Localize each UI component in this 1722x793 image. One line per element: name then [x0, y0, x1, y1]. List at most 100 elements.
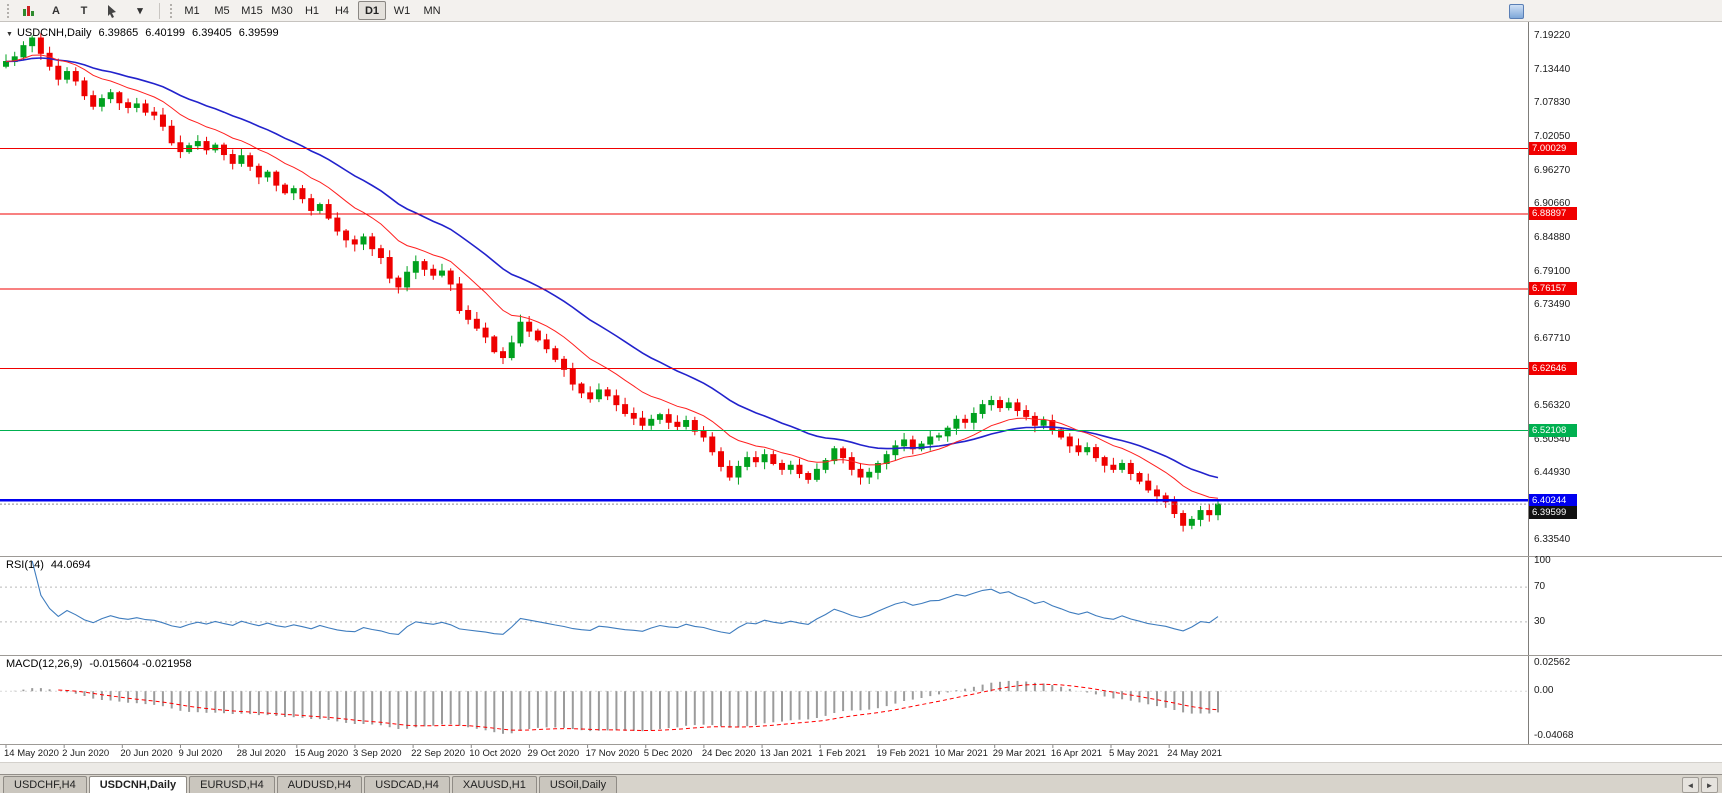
rsi-header: RSI(14) 44.0694 — [6, 559, 91, 571]
bar-chart-icon-glyph — [23, 5, 34, 16]
chart-tab-audusd-h4[interactable]: AUDUSD,H4 — [276, 776, 363, 793]
date-label: 2 Jun 2020 — [62, 748, 110, 759]
toolbar: A T ▾ M1 M5 M15 M30 H1 H4 D1 W1 MN — [0, 0, 1722, 22]
price-tick-label: 7.02050 — [1534, 130, 1571, 142]
price-tick-label: 6.96270 — [1534, 164, 1571, 176]
date-label: 22 Sep 2020 — [411, 748, 465, 759]
date-label: 20 Jun 2020 — [120, 748, 173, 759]
date-label: 5 May 2021 — [1109, 748, 1159, 759]
ma-slow-line — [5, 57, 1219, 479]
horizontal-lines[interactable] — [0, 148, 1528, 505]
timeframe-d1-button[interactable]: D1 — [358, 1, 386, 20]
tool-buttons-group: A T ▾ — [14, 1, 154, 21]
rsi-line — [31, 560, 1219, 635]
macd-values: -0.015604 -0.021958 — [89, 658, 192, 670]
rsi-indicator — [0, 560, 1528, 635]
quote-low: 6.39405 — [192, 27, 232, 39]
date-label: 14 May 2020 — [4, 748, 59, 759]
cursor-tool-button[interactable] — [98, 1, 126, 21]
bar-chart-icon[interactable] — [14, 1, 42, 21]
timeframe-m30-button[interactable]: M30 — [271, 4, 293, 17]
chart-tab-eurusd-h4[interactable]: EURUSD,H4 — [189, 776, 275, 793]
rsi-label: RSI(14) — [6, 559, 44, 571]
date-label: 9 Jul 2020 — [178, 748, 223, 759]
chart-tab-usdchf-h4[interactable]: USDCHF,H4 — [3, 776, 87, 793]
moving-averages — [5, 54, 1219, 499]
chart-title: USDCNH,Daily — [16, 27, 92, 39]
chart-tab-bar: USDCHF,H4 USDCNH,Daily EURUSD,H4 AUDUSD,H4 U… — [0, 774, 1722, 793]
macd-label: MACD(12,26,9) — [6, 658, 83, 670]
timeframe-m1-button[interactable]: M1 — [184, 4, 200, 17]
date-label: 24 Dec 2020 — [701, 748, 756, 759]
date-label: 29 Oct 2020 — [527, 748, 580, 759]
date-label: 10 Oct 2020 — [469, 748, 522, 759]
timeframe-h1-button[interactable]: H1 — [304, 4, 320, 17]
rsi-axis-label: 30 — [1534, 615, 1546, 627]
price-tick-label: 6.50540 — [1534, 433, 1571, 445]
chart-tab-xauusd-h1[interactable]: XAUUSD,H1 — [451, 776, 537, 793]
quote-close: 6.39599 — [238, 27, 279, 39]
macd-signal-line — [58, 683, 1219, 731]
quote-open: 6.39865 — [98, 27, 139, 39]
chart-tab-usoil-daily[interactable]: USOil,Daily — [538, 776, 618, 793]
candlesticks — [3, 33, 1221, 532]
tab-scroll-buttons: ◄ ► — [1682, 777, 1718, 793]
cursor-icon-glyph — [108, 4, 116, 18]
timeframe-h4-button[interactable]: H4 — [334, 4, 350, 17]
tab-scroll-right-button[interactable]: ► — [1701, 777, 1718, 793]
timeframes-drag-handle[interactable] — [170, 3, 172, 18]
macd-axis-label: 0.00 — [1534, 685, 1554, 697]
bid-price-box: 6.39599 — [1529, 506, 1577, 520]
macd-header: MACD(12,26,9) -0.015604 -0.021958 — [6, 658, 192, 670]
drawing-tools-dropdown[interactable]: ▾ — [137, 5, 143, 17]
date-label: 5 Dec 2020 — [643, 748, 693, 759]
chart-header: ▼ USDCNH,Daily 6.39865 6.40199 6.39405 6.3959… — [6, 27, 279, 39]
macd-indicator — [0, 680, 1528, 734]
quote-high: 6.40199 — [145, 27, 186, 39]
price-tick-label: 6.44930 — [1534, 466, 1571, 478]
date-label: 10 Mar 2021 — [934, 748, 988, 759]
level-price-box: 7.00029 — [1529, 141, 1577, 155]
rsi-axis-label: 70 — [1534, 581, 1546, 593]
price-tick-label: 6.67710 — [1534, 332, 1571, 344]
toolbar-drag-handle[interactable] — [7, 3, 9, 18]
rsi-value: 44.0694 — [50, 559, 91, 571]
macd-axis-label: 0.02562 — [1534, 657, 1571, 668]
tab-scroll-left-button[interactable]: ◄ — [1682, 777, 1699, 793]
price-tick-label: 6.33540 — [1534, 533, 1571, 545]
price-tick-label: 7.07830 — [1534, 96, 1571, 108]
timeframe-mn-button[interactable]: MN — [423, 4, 441, 17]
chart-tab-usdcnh-daily[interactable]: USDCNH,Daily — [88, 776, 188, 793]
price-tick-label: 7.13440 — [1534, 63, 1571, 75]
date-label: 28 Jul 2020 — [236, 748, 286, 759]
date-label: 3 Sep 2020 — [352, 748, 402, 759]
date-label: 13 Jan 2021 — [760, 748, 813, 759]
level-price-box: 6.40244 — [1529, 493, 1577, 507]
timeframe-buttons: M1 M5 M15 M30 H1 H4 D1 W1 MN — [177, 1, 447, 20]
date-label: 15 Aug 2020 — [294, 748, 349, 759]
price-tick-label: 6.79100 — [1534, 265, 1571, 277]
pane-separator[interactable] — [0, 556, 1722, 557]
level-price-box: 6.76157 — [1529, 282, 1577, 296]
date-label: 24 May 2021 — [1167, 748, 1223, 759]
timeframe-m15-button[interactable]: M15 — [241, 4, 263, 17]
horizontal-scrollbar[interactable] — [0, 762, 1722, 774]
timeframe-m5-button[interactable]: M5 — [214, 4, 230, 17]
window-icon[interactable] — [1509, 4, 1524, 19]
price-tick-label: 6.84880 — [1534, 231, 1571, 243]
date-label: 16 Apr 2021 — [1050, 748, 1103, 759]
pane-separator[interactable] — [0, 655, 1722, 656]
price-tick-label: 6.56320 — [1534, 399, 1571, 411]
date-label: 19 Feb 2021 — [876, 748, 930, 759]
rsi-axis-label: 100 — [1534, 555, 1551, 566]
chart-tab-usdcad-h4[interactable]: USDCAD,H4 — [364, 776, 450, 793]
text-tool-button[interactable]: T — [80, 4, 88, 17]
timeframe-w1-button[interactable]: W1 — [393, 4, 411, 17]
date-label: 29 Mar 2021 — [992, 748, 1047, 759]
toolbar-separator — [159, 2, 160, 19]
level-price-box: 6.52108 — [1529, 423, 1577, 437]
chart-symbol-icon: ▼ — [6, 31, 13, 38]
arrow-tool-button[interactable]: A — [52, 4, 60, 17]
